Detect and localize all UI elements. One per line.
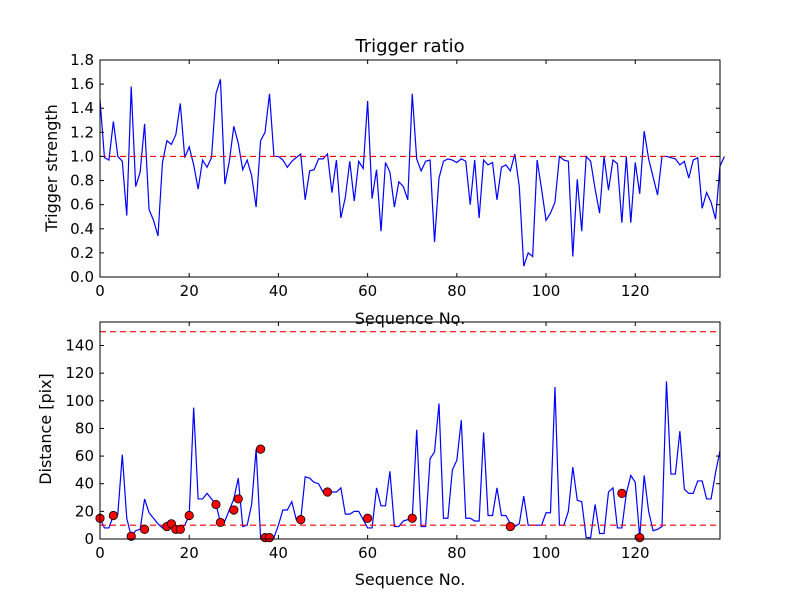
data-point: [407, 513, 417, 523]
x-tick-label: 100: [532, 544, 561, 562]
data-point: [363, 513, 373, 523]
distance-axes-frame: [99, 321, 721, 540]
data-point: [215, 517, 226, 528]
x-tick-label: 0: [95, 544, 105, 562]
x-tick-label: 40: [269, 282, 288, 300]
y-tick-label: 1.8: [70, 51, 94, 69]
data-point: [635, 533, 645, 543]
data-point: [617, 488, 627, 498]
x-tick-label: 80: [447, 282, 466, 300]
x-tick-label: 100: [532, 282, 561, 300]
data-point: [140, 524, 150, 534]
x-axis-label: Sequence No.: [355, 570, 466, 589]
data-point: [175, 524, 185, 534]
x-tick-label: 20: [180, 544, 199, 562]
data-point: [211, 499, 221, 510]
x-tick-label: 0: [95, 282, 105, 300]
y-axis-label: Trigger strength: [42, 104, 61, 233]
series-line: [99, 79, 726, 267]
y-tick-label: 1.6: [70, 75, 94, 93]
data-point: [126, 531, 136, 541]
y-tick-label: 0.8: [70, 172, 94, 190]
y-tick-label: 0.6: [70, 196, 94, 214]
y-axis-label: Distance [pix]: [36, 373, 55, 485]
x-tick-label: 60: [358, 282, 377, 300]
trigger-ratio-ticks: 0 20 40 60 80 100 120 0.0 0.2 0.4 0.6 0.8 1.0 1.2 1.4 1…: [70, 51, 720, 300]
x-tick-label: 60: [358, 544, 377, 562]
trigger-ratio-axes-frame: [99, 59, 721, 278]
y-tick-label: 1.4: [70, 99, 94, 117]
y-tick-label: 0.2: [70, 244, 94, 262]
y-tick-label: 0.4: [70, 220, 94, 238]
x-tick-label: 40: [269, 544, 288, 562]
data-point: [233, 494, 243, 504]
x-tick-label: 80: [447, 544, 466, 562]
y-tick-label: 40: [75, 475, 94, 493]
x-tick-label: 120: [621, 282, 650, 300]
data-point: [108, 510, 118, 521]
data-point: [322, 487, 333, 497]
y-tick-label: 20: [75, 502, 94, 520]
chart-title: Trigger ratio: [354, 36, 464, 57]
x-axis-label: Sequence No.: [355, 309, 466, 328]
y-tick-label: 1.2: [70, 123, 94, 141]
x-tick-label: 20: [180, 282, 199, 300]
data-point: [255, 444, 266, 454]
y-tick-label: 0.0: [70, 268, 94, 286]
data-point: [505, 521, 515, 532]
x-tick-label: 120: [621, 544, 650, 562]
trigger-ratio-chart: Trigger ratio 0 20 40 60 80 100 120 0.0 0.2 0.4 0.…: [42, 36, 726, 328]
y-tick-label: 140: [65, 336, 94, 354]
y-tick-label: 0: [84, 530, 94, 548]
distance-ticks: 0 20 40 60 80 100 120 0 20 40 60 80 100 120 140: [65, 322, 720, 562]
y-tick-label: 100: [65, 392, 94, 410]
distance-chart: 0 20 40 60 80 100 120 0 20 40 60 80 100 120 140 Sequen…: [36, 321, 721, 589]
distance-marks: [95, 331, 721, 543]
trigger-ratio-marks: [99, 79, 726, 267]
data-point: [296, 515, 306, 525]
data-point: [229, 505, 239, 515]
y-tick-label: 1.0: [70, 147, 94, 165]
data-point: [184, 510, 194, 521]
y-tick-label: 60: [75, 447, 94, 465]
data-point: [264, 533, 275, 543]
y-tick-label: 120: [65, 364, 94, 382]
y-tick-label: 80: [75, 419, 94, 437]
